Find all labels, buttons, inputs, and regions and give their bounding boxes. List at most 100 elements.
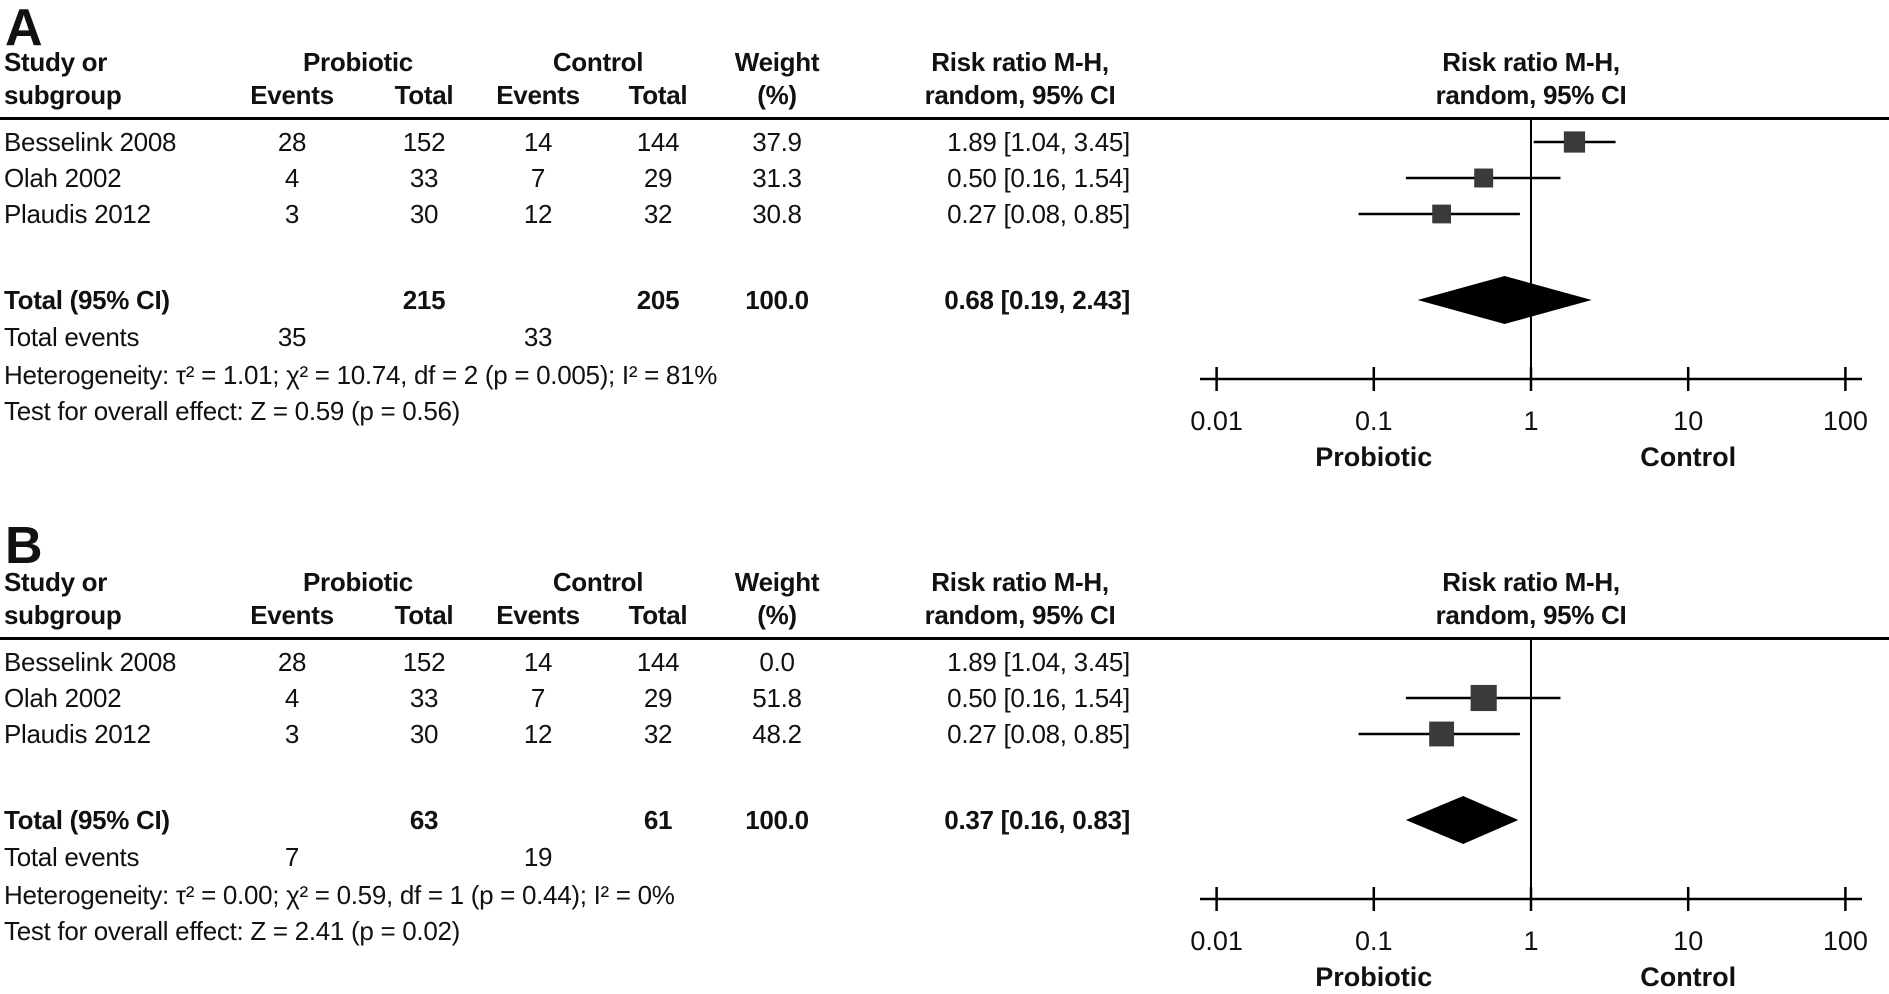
table-row: Plaudis 2012 3 30 12 32 48.2 0.27 [0.08,… [0,716,1889,752]
risk-ratio-ci: 0.50 [0.16, 1.54] [947,683,1130,713]
control-total: 29 [643,683,673,713]
study-name: Plaudis 2012 [4,719,151,749]
total-weight: 100.0 [745,285,809,315]
axis-right-group-label: Control [1640,962,1736,992]
total-events-control: 33 [523,322,553,352]
control-events: 12 [523,719,553,749]
overall-effect-line: Test for overall effect: Z = 2.41 (p = 0… [4,916,461,946]
total-risk-ratio-ci: 0.37 [0.16, 0.83] [944,805,1130,835]
col-header-weight-line1: Weight [734,47,820,77]
plot-title-line2: random, 95% CI [1435,600,1627,630]
control-total: 29 [643,163,673,193]
total-events-probiotic: 7 [284,842,300,872]
col-header-study-line2: subgroup [4,600,122,630]
col-header-study-line1: Study or [4,47,108,77]
heterogeneity-line: Heterogeneity: τ² = 1.01; χ² = 10.74, df… [4,360,718,390]
col-header-control-events: Events [496,80,580,110]
control-total: 32 [643,719,673,749]
table-row: Besselink 2008 28 152 14 144 0.0 1.89 [1… [0,644,1889,680]
table-row: Olah 2002 4 33 7 29 51.8 0.50 [0.16, 1.5… [0,680,1889,716]
total-probiotic-total: 63 [409,805,439,835]
axis-tick-label: 0.01 [1190,926,1243,956]
axis-tick-label: 1 [1523,406,1538,436]
total-label: Total (95% CI) [4,805,170,835]
probiotic-events: 28 [277,127,307,157]
weight-value: 31.3 [752,163,802,193]
study-name: Olah 2002 [4,683,122,713]
axis-tick-label: 100 [1823,926,1868,956]
study-name: Besselink 2008 [4,127,177,157]
col-header-study-line1: Study or [4,567,108,597]
table-row: Besselink 2008 28 152 14 144 37.9 1.89 [… [0,124,1889,160]
col-header-study-line2: subgroup [4,80,122,110]
axis-right-group-label: Control [1640,442,1736,472]
probiotic-events: 3 [284,719,300,749]
probiotic-total: 152 [402,127,446,157]
col-header-probiotic-total: Total [394,600,454,630]
col-header-probiotic-group: Probiotic [303,47,413,77]
total-row: Total (95% CI) 215 205 100.0 0.68 [0.19,… [0,282,1889,318]
col-header-probiotic-events: Events [250,80,334,110]
study-name: Olah 2002 [4,163,122,193]
col-header-rr-line1: Risk ratio M-H, [931,47,1109,77]
weight-value: 0.0 [759,647,795,677]
control-events: 7 [530,163,546,193]
axis-left-group-label: Probiotic [1315,962,1432,992]
col-header-weight-line1: Weight [734,567,820,597]
plot-title-line2: random, 95% CI [1435,80,1627,110]
control-events: 7 [530,683,546,713]
col-header-control-total: Total [628,80,688,110]
probiotic-total: 152 [402,647,446,677]
total-control-total: 61 [643,805,673,835]
col-header-weight-line2: (%) [757,80,797,110]
panel-b-label: B [5,517,43,575]
col-header-weight-line2: (%) [757,600,797,630]
study-name: Besselink 2008 [4,647,177,677]
risk-ratio-ci: 1.89 [1.04, 3.45] [947,127,1130,157]
axis-tick-label: 0.1 [1355,926,1393,956]
total-control-total: 205 [636,285,680,315]
probiotic-total: 33 [409,683,439,713]
risk-ratio-ci: 0.50 [0.16, 1.54] [947,163,1130,193]
risk-ratio-ci: 0.27 [0.08, 0.85] [947,719,1130,749]
total-probiotic-total: 215 [402,285,446,315]
control-events: 14 [523,127,553,157]
weight-value: 37.9 [752,127,802,157]
col-header-control-group: Control [552,47,644,77]
probiotic-total: 30 [409,719,439,749]
total-risk-ratio-ci: 0.68 [0.19, 2.43] [944,285,1130,315]
col-header-rr-line1: Risk ratio M-H, [931,567,1109,597]
control-total: 32 [643,199,673,229]
risk-ratio-ci: 1.89 [1.04, 3.45] [947,647,1130,677]
col-header-control-group: Control [552,567,644,597]
total-events-row: Total events 7 19 [0,839,1889,875]
heterogeneity-line: Heterogeneity: τ² = 0.00; χ² = 0.59, df … [4,880,675,910]
axis-tick-label: 0.1 [1355,406,1393,436]
table-row: Plaudis 2012 3 30 12 32 30.8 0.27 [0.08,… [0,196,1889,232]
axis-tick-label: 10 [1673,926,1703,956]
col-header-probiotic-total: Total [394,80,454,110]
panel-a-header-row-2: subgroup Events Total Events Total (%) r… [0,77,1889,113]
panel-b-header-row-1: Study or Probiotic Control Weight Risk r… [0,564,1889,600]
weight-value: 30.8 [752,199,802,229]
axis-tick-label: 1 [1523,926,1538,956]
study-name: Plaudis 2012 [4,199,151,229]
control-events: 12 [523,199,553,229]
total-weight: 100.0 [745,805,809,835]
total-events-label: Total events [4,322,140,352]
weight-value: 51.8 [752,683,802,713]
col-header-probiotic-group: Probiotic [303,567,413,597]
control-total: 144 [636,647,680,677]
probiotic-total: 33 [409,163,439,193]
col-header-control-total: Total [628,600,688,630]
axis-tick-label: 10 [1673,406,1703,436]
weight-value: 48.2 [752,719,802,749]
probiotic-events: 4 [284,683,300,713]
panel-a-header-row-1: Study or Probiotic Control Weight Risk r… [0,44,1889,80]
plot-title-line1: Risk ratio M-H, [1442,567,1620,597]
panel-a-label: A [5,0,43,57]
axis-tick-label: 0.01 [1190,406,1243,436]
total-row: Total (95% CI) 63 61 100.0 0.37 [0.16, 0… [0,802,1889,838]
probiotic-events: 4 [284,163,300,193]
probiotic-total: 30 [409,199,439,229]
